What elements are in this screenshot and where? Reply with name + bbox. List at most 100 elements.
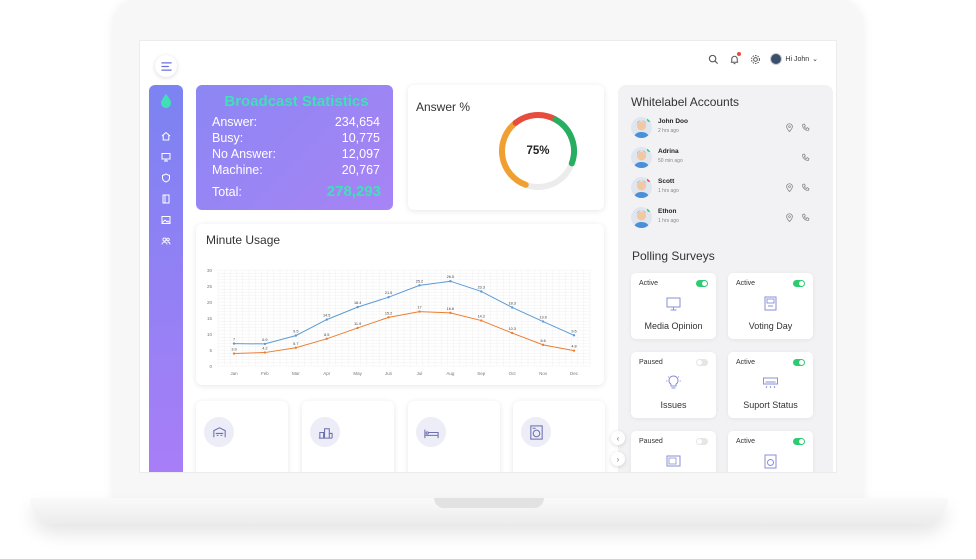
poll-status: Active xyxy=(639,280,659,287)
stat-value: 12,097 xyxy=(341,147,380,161)
series-line-1 xyxy=(233,311,575,355)
data-point xyxy=(294,346,298,349)
poll-card[interactable]: Active xyxy=(728,431,813,472)
data-label: 4.8 xyxy=(571,345,576,349)
data-point xyxy=(356,305,359,309)
sidebar-item-home[interactable] xyxy=(161,130,172,141)
account-time: 1 hrs ago xyxy=(658,188,679,194)
data-label: 15.2 xyxy=(385,311,392,315)
account-row[interactable]: John Doo 2 hrs ago xyxy=(631,117,821,139)
poll-toggle[interactable] xyxy=(696,280,708,287)
data-point xyxy=(449,311,452,315)
poll-card[interactable]: Active Voting Day xyxy=(728,273,813,339)
account-time: 1 hrs ago xyxy=(658,218,679,224)
stat-value: 10,775 xyxy=(341,131,380,145)
air-conditioner-icon xyxy=(763,377,778,389)
sidebar-item-image[interactable] xyxy=(161,214,172,225)
location-icon[interactable] xyxy=(785,123,794,132)
data-label: 6.9 xyxy=(262,338,267,342)
x-tick-label: Feb xyxy=(261,371,269,376)
poll-toggle[interactable] xyxy=(793,280,805,287)
menu-toggle-button[interactable] xyxy=(155,55,177,77)
menu-icon xyxy=(160,61,172,71)
hotel-icon xyxy=(212,426,226,437)
data-point xyxy=(263,351,267,354)
phone-icon[interactable] xyxy=(801,213,810,222)
scroll-right-button[interactable]: › xyxy=(611,452,625,466)
service-card-city[interactable] xyxy=(302,401,394,472)
service-icon-circle xyxy=(310,417,340,447)
sidebar xyxy=(149,85,183,472)
top-actions: Hi John ⌄ xyxy=(707,52,818,65)
settings-button[interactable] xyxy=(749,53,761,65)
answer-gauge xyxy=(499,112,577,190)
data-label: 18.4 xyxy=(354,301,361,305)
user-menu[interactable]: Hi John ⌄ xyxy=(770,53,818,65)
home-icon xyxy=(161,131,171,140)
poll-status: Active xyxy=(736,438,756,445)
poll-card[interactable]: Active Media Opinion xyxy=(631,273,716,339)
gear-icon xyxy=(750,54,760,64)
y-tick-label: 25 xyxy=(207,284,213,289)
location-icon[interactable] xyxy=(785,213,794,222)
sidebar-item-monitor[interactable] xyxy=(161,151,172,162)
bed-icon xyxy=(423,429,439,438)
account-row[interactable]: Adrina 50 min ago xyxy=(631,147,821,169)
book-icon xyxy=(162,194,170,203)
data-label: 14.5 xyxy=(323,314,330,318)
data-point xyxy=(387,316,390,319)
minute-usage-chart: 0 5 10 15 20 25 30 Jan Feb Mar Apr May Jun Jul Aug Sep O… xyxy=(207,268,591,376)
image-icon xyxy=(161,215,171,224)
data-point xyxy=(325,318,328,321)
washer-icon xyxy=(529,424,543,440)
data-label: 8.5 xyxy=(324,333,329,337)
account-name: Ethon xyxy=(658,208,677,215)
broadcast-title: Broadcast Statistics xyxy=(224,93,369,110)
poll-card[interactable]: Paused Issues xyxy=(631,352,716,418)
sidebar-item-shield[interactable] xyxy=(161,172,172,183)
data-label: 10.3 xyxy=(508,327,515,331)
avatar xyxy=(631,207,652,228)
service-card-bed[interactable] xyxy=(408,401,500,472)
service-card-washer[interactable] xyxy=(513,401,605,472)
phone-icon[interactable] xyxy=(801,183,810,192)
poll-toggle[interactable] xyxy=(793,438,805,445)
account-row[interactable]: Ethon 1 hrs ago xyxy=(631,207,821,229)
service-card-hotel[interactable] xyxy=(196,401,288,472)
ballot-box-icon xyxy=(764,296,777,311)
poll-toggle[interactable] xyxy=(793,359,805,366)
sidebar-item-users[interactable] xyxy=(161,235,172,246)
poll-card[interactable]: Active Suport Status xyxy=(728,352,813,418)
avatar-illustration xyxy=(634,150,649,168)
account-row[interactable]: Scott 1 hrs ago xyxy=(631,177,821,199)
notifications-button[interactable] xyxy=(728,52,742,65)
phone-icon[interactable] xyxy=(801,123,810,132)
phone-icon[interactable] xyxy=(801,153,810,162)
scroll-left-button[interactable]: ‹ xyxy=(611,431,625,445)
y-tick-label: 30 xyxy=(207,268,213,273)
data-label: 13.9 xyxy=(539,316,546,320)
x-tick-label: Nov xyxy=(539,371,548,376)
x-tick-label: Dec xyxy=(570,371,579,376)
data-point xyxy=(418,310,421,313)
poll-toggle[interactable] xyxy=(696,359,708,366)
x-tick-label: Oct xyxy=(509,371,517,376)
stat-row-busy: Busy: 10,775 xyxy=(212,130,381,146)
drop-icon xyxy=(161,94,171,108)
location-icon[interactable] xyxy=(785,183,794,192)
x-tick-label: Jul xyxy=(417,371,423,376)
sidebar-item-book[interactable] xyxy=(161,193,172,204)
search-button[interactable] xyxy=(707,53,719,65)
service-icon-circle xyxy=(416,417,446,447)
bell-icon xyxy=(730,55,739,64)
monitor-icon xyxy=(161,152,171,161)
data-label: 21.5 xyxy=(385,291,392,295)
right-panel: Whitelabel Accounts John Doo 2 hrs ago A… xyxy=(618,85,833,472)
washer-icon xyxy=(764,454,777,469)
x-tick-label: Apr xyxy=(323,371,331,376)
poll-card[interactable]: Paused xyxy=(631,431,716,472)
data-point xyxy=(294,334,298,337)
laptop-notch xyxy=(434,498,544,508)
city-icon xyxy=(318,427,333,439)
poll-toggle[interactable] xyxy=(696,438,708,445)
